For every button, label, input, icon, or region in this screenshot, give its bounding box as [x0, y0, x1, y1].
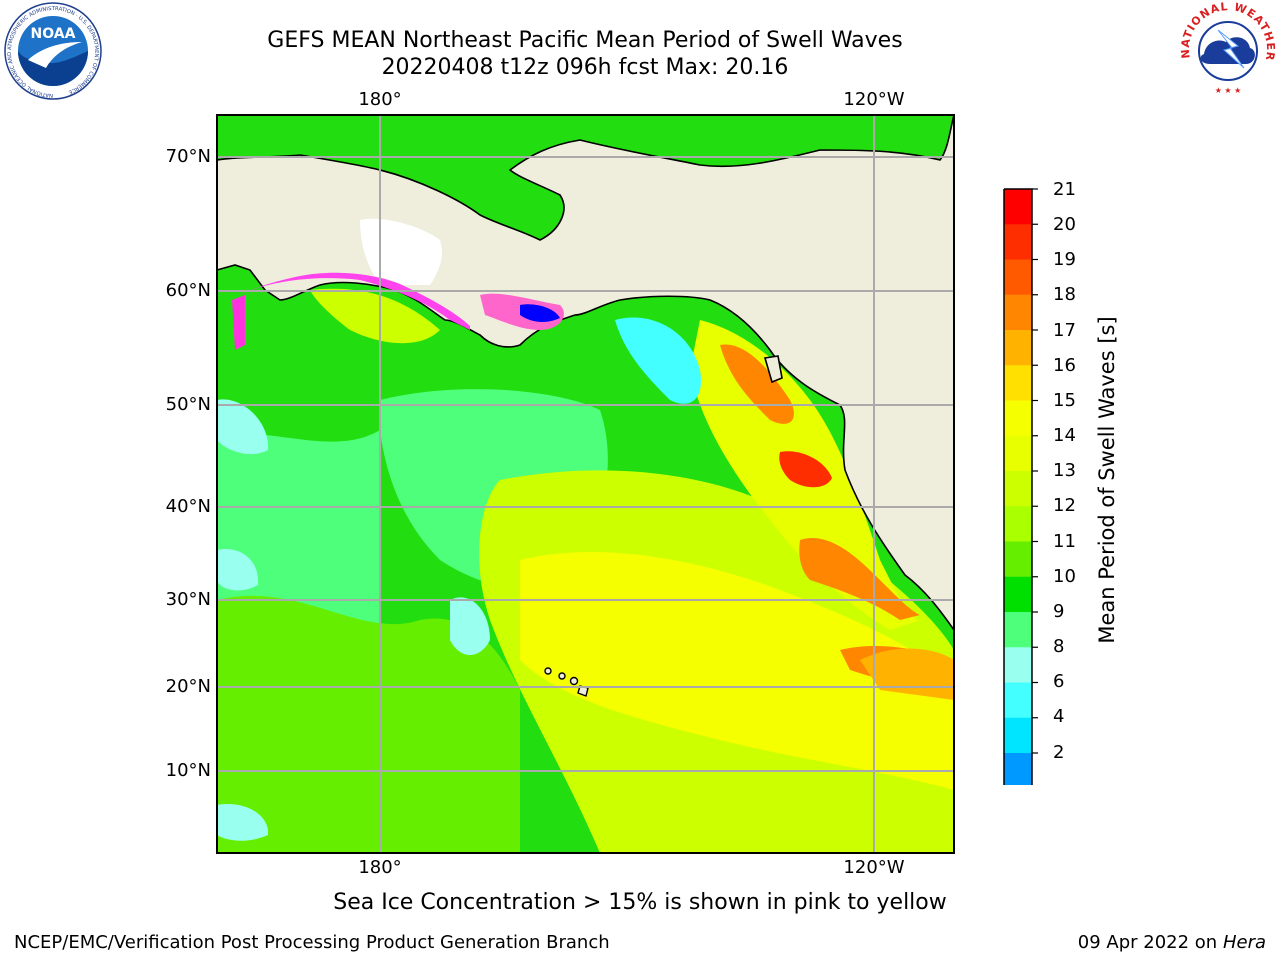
hawaii-islands: [544, 667, 589, 697]
swell-region-cyan-gulf: [615, 317, 701, 404]
colorbar-tick-2: 2: [1053, 742, 1065, 763]
host-name: Hera: [1222, 932, 1266, 953]
sea-ice: [232, 272, 564, 350]
colorbar-tick-13: 13: [1053, 460, 1076, 481]
swell-region-yellow-2: [520, 551, 954, 790]
colorbar-segment: [1004, 330, 1032, 366]
colorbar-segment: [1004, 506, 1032, 542]
lat-label-40n: 40°N: [165, 496, 211, 517]
lat-label-20n: 20°N: [165, 676, 211, 697]
graticule: [217, 115, 954, 853]
lon-label-bottom-180: 180°: [358, 857, 402, 878]
lat-label-60n: 60°N: [165, 280, 211, 301]
lat-label-10n: 10°N: [165, 760, 211, 781]
colorbar-tick-17: 17: [1053, 320, 1076, 341]
sea-ice-bristol-blue: [520, 304, 560, 322]
colorbar-tick-19: 19: [1053, 249, 1076, 270]
swell-region-pale-west: [217, 549, 259, 591]
nws-logo: NATIONAL WEATHER SERVICE ★ ★ ★: [1178, 2, 1276, 98]
map-frame: [216, 114, 955, 854]
colorbar-tick-12: 12: [1053, 495, 1076, 516]
lon-label-top-120w: 120°W: [843, 89, 905, 110]
sea-ice-note: Sea Ice Concentration > 15% is shown in …: [333, 890, 947, 915]
lat-label-30n: 30°N: [165, 589, 211, 610]
lon-label-top-180: 180°: [358, 89, 402, 110]
colorbar-segment: [1004, 753, 1032, 785]
chart-title: GEFS MEAN Northeast Pacific Mean Period …: [267, 28, 903, 53]
noaa-logo-text: NOAA: [31, 26, 76, 42]
sea-ice-bering: [240, 272, 470, 330]
swell-region-light-green: [217, 595, 520, 853]
swell-region-red-ne: [779, 451, 832, 488]
colorbar-tick-10: 10: [1053, 566, 1076, 587]
colorbar-segment: [1004, 365, 1032, 401]
colorbar-segment: [1004, 647, 1032, 683]
colorbar-tick-8: 8: [1053, 636, 1065, 657]
run-date-line: 09 Apr 2022 on Hera: [1078, 932, 1266, 953]
colorbar-tick-16: 16: [1053, 355, 1076, 376]
swell-region-pale-mid: [450, 597, 490, 655]
colorbar-segment: [1004, 541, 1032, 578]
colorbar-segment: [1004, 576, 1032, 613]
lat-label-70n: 70°N: [165, 146, 211, 167]
land-kodiak: [763, 355, 783, 384]
colorbar-tick-21: 21: [1053, 179, 1076, 200]
credit-line: NCEP/EMC/Verification Post Processing Pr…: [14, 932, 610, 953]
colorbar-tick-14: 14: [1053, 425, 1076, 446]
colorbar-tick-18: 18: [1053, 284, 1076, 305]
island-maui: [569, 676, 579, 686]
chart-subtitle: 20220408 t12z 096h fcst Max: 20.16: [381, 55, 789, 80]
svg-text:★ ★ ★: ★ ★ ★: [1215, 86, 1242, 95]
lat-label-50n: 50°N: [165, 394, 211, 415]
swell-region-pale-south: [217, 804, 269, 841]
colorbar-tick-4: 4: [1053, 706, 1065, 727]
colorbar-label: Mean Period of Swell Waves [s]: [1095, 316, 1119, 644]
colorbar-segment: [1004, 259, 1032, 296]
swell-region-pale-nw: [217, 399, 269, 455]
colorbar-segment: [1004, 435, 1032, 472]
colorbar-segment: [1004, 189, 1032, 225]
colorbar-segment: [1004, 294, 1032, 331]
colorbar-segment: [1004, 224, 1032, 260]
colorbar-tick-9: 9: [1053, 601, 1065, 622]
colorbar-tick-20: 20: [1053, 214, 1076, 235]
island-oahu: [558, 672, 566, 680]
colorbar-tick-11: 11: [1053, 531, 1076, 552]
noaa-logo: NOAA NATIONAL OCEANIC AND ATMOSPHERIC AD…: [4, 2, 102, 100]
colorbar-segment: [1004, 682, 1032, 719]
colorbar-segment: [1004, 717, 1032, 754]
colorbar-segment: [1004, 400, 1032, 437]
sea-ice-westcoast: [232, 295, 245, 350]
colorbar-segment: [1004, 471, 1032, 507]
island-kauai: [544, 667, 552, 675]
lon-label-bottom-120w: 120°W: [843, 857, 905, 878]
colorbar-segment: [1004, 612, 1032, 648]
colorbar-tick-6: 6: [1053, 671, 1065, 692]
swell-region-nw-yellow: [310, 288, 440, 344]
run-date: 09 Apr 2022 on: [1077, 932, 1218, 953]
colorbar-label-wrap: Mean Period of Swell Waves [s]: [1095, 316, 1119, 643]
colorbar-tick-15: 15: [1053, 390, 1076, 411]
colorbar: [1003, 188, 1038, 785]
